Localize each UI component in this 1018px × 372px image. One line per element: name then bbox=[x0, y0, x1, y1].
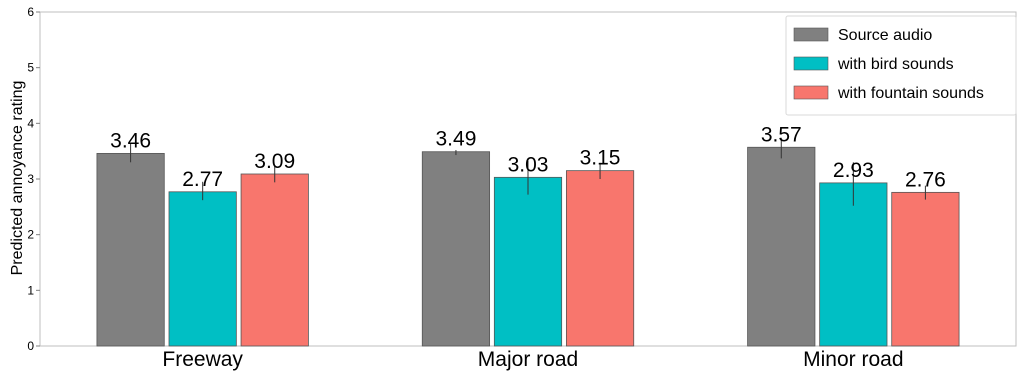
x-category-label: Major road bbox=[478, 348, 578, 371]
bar bbox=[747, 146, 816, 347]
bars-group: 3.46 2.77 3.09 3.49 3.03 3.15 3.57 2.93 2.76 bbox=[96, 123, 960, 347]
legend: Source audio with bird sounds with fountai… bbox=[785, 15, 1017, 116]
legend-swatch bbox=[793, 56, 829, 71]
y-axis-label: Predicted annoyance rating bbox=[9, 81, 26, 276]
bar bbox=[891, 191, 960, 347]
bar-data-label: 3.49 bbox=[436, 128, 477, 151]
bar bbox=[240, 173, 309, 347]
bar bbox=[96, 152, 165, 347]
bar-data-label: 3.57 bbox=[761, 123, 802, 146]
legend-label: Source audio bbox=[838, 27, 932, 44]
y-tick-label: 5 bbox=[27, 61, 34, 75]
bar-data-label: 3.09 bbox=[254, 150, 295, 173]
legend-label: with fountain sounds bbox=[837, 85, 984, 102]
bar-data-label: 2.76 bbox=[905, 168, 946, 191]
x-category-label: Freeway bbox=[162, 348, 243, 371]
bar bbox=[421, 151, 491, 347]
legend-label: with bird sounds bbox=[837, 56, 954, 73]
y-tick-label: 2 bbox=[27, 228, 34, 242]
bar bbox=[493, 176, 563, 347]
bar bbox=[168, 191, 237, 347]
x-axis: Freeway Major road Minor road bbox=[162, 348, 903, 371]
bar-data-label: 2.93 bbox=[833, 159, 874, 182]
y-tick-label: 4 bbox=[27, 116, 34, 130]
bar-data-label: 2.77 bbox=[182, 168, 223, 191]
y-tick-label: 6 bbox=[27, 5, 34, 19]
bar-data-label: 3.15 bbox=[580, 147, 621, 170]
bar bbox=[565, 170, 635, 347]
legend-box bbox=[785, 15, 1017, 116]
x-category-label: Minor road bbox=[803, 348, 903, 371]
legend-swatch bbox=[793, 27, 829, 42]
bar bbox=[819, 182, 888, 347]
bar-data-label: 3.03 bbox=[508, 153, 549, 176]
y-tick-label: 1 bbox=[27, 283, 34, 297]
y-tick-label: 3 bbox=[27, 172, 34, 186]
y-axis: 0 1 2 3 4 5 6 bbox=[27, 5, 40, 353]
y-tick-label: 0 bbox=[27, 339, 34, 353]
legend-swatch bbox=[793, 85, 829, 100]
bar-data-label: 3.46 bbox=[110, 129, 151, 152]
